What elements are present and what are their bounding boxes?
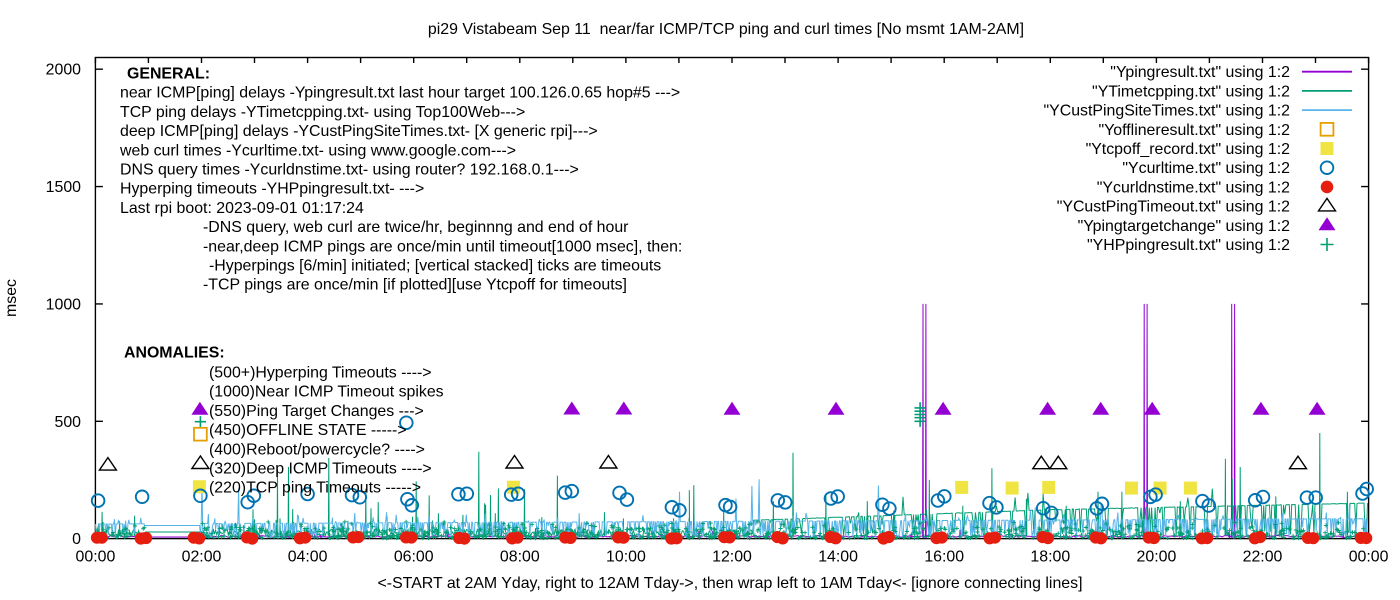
svg-text:"Ycurltime.txt" using 1:2: "Ycurltime.txt" using 1:2 xyxy=(1122,160,1290,177)
svg-text:(320)Deep ICMP Timeouts ---->: (320)Deep ICMP Timeouts ----> xyxy=(209,461,432,478)
svg-text:"YTimetcpping.txt" using 1:2: "YTimetcpping.txt" using 1:2 xyxy=(1092,83,1290,100)
svg-text:pi29 Vistabeam Sep 11 near/fa: pi29 Vistabeam Sep 11 near/far ICMP/TCP … xyxy=(428,21,1024,38)
svg-text:500: 500 xyxy=(54,414,81,431)
svg-text:02:00: 02:00 xyxy=(182,549,222,566)
svg-text:06:00: 06:00 xyxy=(394,549,434,566)
svg-text:ANOMALIES:: ANOMALIES: xyxy=(124,345,225,362)
svg-text:(220)TCP ping Timeouts ----->: (220)TCP ping Timeouts -----> xyxy=(209,480,421,497)
svg-text:"Yofflineresult.txt" using 1:2: "Yofflineresult.txt" using 1:2 xyxy=(1099,122,1291,139)
svg-text:2000: 2000 xyxy=(46,62,82,79)
svg-text:12:00: 12:00 xyxy=(712,549,752,566)
svg-text:(550)Ping Target Changes --->: (550)Ping Target Changes ---> xyxy=(209,403,424,420)
svg-text:(1000)Near ICMP Timeout spikes: (1000)Near ICMP Timeout spikes xyxy=(209,384,444,401)
svg-text:(450)OFFLINE STATE ----->: (450)OFFLINE STATE -----> xyxy=(209,422,407,439)
svg-text:(400)Reboot/powercycle? ---->: (400)Reboot/powercycle? ----> xyxy=(209,441,425,458)
svg-text:TCP ping delays -YTimetcpping.: TCP ping delays -YTimetcpping.txt- using… xyxy=(120,104,525,121)
svg-text:web curl times -Ycurltime.txt-: web curl times -Ycurltime.txt- using www… xyxy=(119,142,516,159)
svg-text:"YCustPingTimeout.txt" using 1: "YCustPingTimeout.txt" using 1:2 xyxy=(1057,199,1290,216)
svg-text:-Hyperpings [6/min] initiated;: -Hyperpings [6/min] initiated; [vertical… xyxy=(209,258,661,275)
svg-text:14:00: 14:00 xyxy=(818,549,858,566)
svg-text:16:00: 16:00 xyxy=(924,549,964,566)
svg-text:"YCustPingSiteTimes.txt" using: "YCustPingSiteTimes.txt" using 1:2 xyxy=(1043,103,1290,120)
svg-text:1500: 1500 xyxy=(46,179,82,196)
svg-text:near ICMP[ping] delays -Ypingr: near ICMP[ping] delays -Ypingresult.txt … xyxy=(120,85,680,102)
svg-text:GENERAL:: GENERAL: xyxy=(127,66,210,83)
svg-text:20:00: 20:00 xyxy=(1137,549,1177,566)
svg-text:"Ypingtargetchange" using 1:2: "Ypingtargetchange" using 1:2 xyxy=(1078,218,1291,235)
svg-text:<-START at 2AM Yday, right to: <-START at 2AM Yday, right to 12AM Tday-… xyxy=(378,575,1083,592)
svg-text:00:00: 00:00 xyxy=(1349,549,1389,566)
svg-text:msec: msec xyxy=(3,279,20,317)
svg-text:"Ypingresult.txt" using 1:2: "Ypingresult.txt" using 1:2 xyxy=(1110,64,1290,81)
svg-text:08:00: 08:00 xyxy=(500,549,540,566)
svg-text:-TCP pings are once/min [if pl: -TCP pings are once/min [if plotted][use… xyxy=(203,277,627,294)
svg-text:(500+)Hyperping Timeouts ---->: (500+)Hyperping Timeouts ----> xyxy=(209,365,432,382)
svg-text:0: 0 xyxy=(72,531,81,548)
svg-text:"YHPpingresult.txt" using 1:2: "YHPpingresult.txt" using 1:2 xyxy=(1087,237,1290,254)
svg-text:1000: 1000 xyxy=(46,296,82,313)
svg-text:18:00: 18:00 xyxy=(1030,549,1070,566)
svg-text:"Ycurldnstime.txt" using 1:2: "Ycurldnstime.txt" using 1:2 xyxy=(1097,179,1290,196)
svg-text:Last rpi boot: 2023-09-01 01:1: Last rpi boot: 2023-09-01 01:17:24 xyxy=(120,200,364,217)
svg-text:Hyperping timeouts -YHPpingres: Hyperping timeouts -YHPpingresult.txt- -… xyxy=(120,181,424,198)
svg-text:00:00: 00:00 xyxy=(76,549,116,566)
svg-text:"Ytcpoff_record.txt" using 1:2: "Ytcpoff_record.txt" using 1:2 xyxy=(1086,141,1291,158)
svg-text:10:00: 10:00 xyxy=(606,549,646,566)
svg-text:04:00: 04:00 xyxy=(288,549,328,566)
svg-text:deep ICMP[ping] delays -YCustP: deep ICMP[ping] delays -YCustPingSiteTim… xyxy=(120,123,598,140)
svg-text:-near,deep ICMP pings are once: -near,deep ICMP pings are once/min until… xyxy=(203,238,682,255)
svg-text:-DNS query, web curl are twice: -DNS query, web curl are twice/hr, begin… xyxy=(203,219,629,236)
svg-text:DNS query times -Ycurldnstime.: DNS query times -Ycurldnstime.txt- using… xyxy=(120,162,579,179)
svg-text:22:00: 22:00 xyxy=(1243,549,1283,566)
